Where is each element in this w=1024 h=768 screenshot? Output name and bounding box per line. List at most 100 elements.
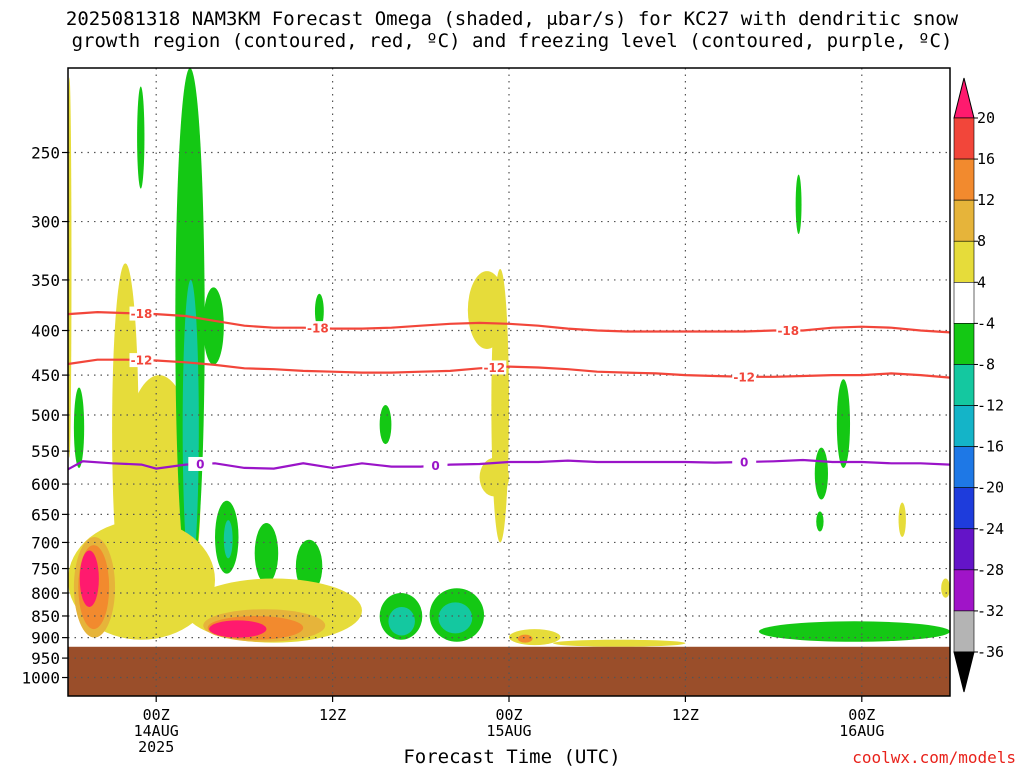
omega-region-13 — [379, 405, 392, 445]
colorbar-segment-7 — [953, 405, 975, 447]
colorbar-segment-3 — [953, 240, 975, 283]
colorbar-label-12: -32 — [977, 602, 1004, 620]
y-tick-label-800: 800 — [31, 584, 60, 603]
colorbar-top-arrow — [953, 77, 975, 119]
y-tick-label-850: 850 — [31, 607, 60, 626]
colorbar-segment-5 — [953, 323, 975, 365]
x-tick-label-36: 12Z — [672, 706, 699, 724]
omega-region-24 — [795, 174, 802, 234]
colorbar-label-2: 12 — [977, 191, 995, 209]
omega-region-11 — [295, 539, 323, 594]
omega-region-35 — [209, 620, 267, 638]
colorbar-segment-11 — [953, 569, 975, 612]
omega-region-23 — [816, 511, 824, 532]
omega-region-9 — [223, 520, 233, 559]
omega-region-21 — [836, 379, 851, 468]
contour-label-0: 0 — [740, 455, 748, 469]
colorbar-bottom-arrow — [953, 651, 975, 693]
contour-label--12: -12 — [733, 370, 755, 384]
colorbar-label-1: 16 — [977, 150, 995, 168]
contour-label--18: -18 — [777, 324, 799, 338]
omega-region-22 — [814, 447, 828, 500]
y-tick-label-550: 550 — [31, 442, 60, 461]
chart-title-line-1: 2025081318 NAM3KM Forecast Omega (shaded… — [65, 8, 959, 30]
contour-label-bg — [732, 369, 757, 384]
colorbar-label-9: -20 — [977, 479, 1004, 497]
y-tick-label-900: 900 — [31, 629, 60, 648]
x-axis-title: Forecast Time (UTC) — [403, 746, 621, 768]
omega-region-31 — [79, 550, 99, 607]
contour-label-bg — [423, 458, 448, 473]
x-tick-year-0: 2025 — [138, 738, 174, 756]
omega-region-12 — [314, 293, 324, 329]
x-tick-label-12: 12Z — [319, 706, 346, 724]
y-tick-label-1000: 1000 — [21, 669, 60, 688]
contour-label-bg — [482, 360, 507, 375]
contour-line--18 — [67, 310, 951, 334]
y-tick-label-750: 750 — [31, 560, 60, 579]
colorbar-segment-2 — [953, 199, 975, 242]
colorbar-segment-4 — [953, 282, 975, 324]
x-tick-date-0: 14AUG — [134, 722, 179, 740]
colorbar-segment-8 — [953, 446, 975, 488]
omega-region-25 — [898, 502, 906, 537]
x-tick-label-48: 00Z — [848, 706, 875, 724]
contour-label-0: 0 — [196, 457, 204, 471]
colorbar-segment-0 — [953, 117, 975, 160]
y-tick-label-300: 300 — [31, 213, 60, 232]
colorbar-label-11: -28 — [977, 561, 1004, 579]
colorbar-label-4: 4 — [977, 273, 986, 291]
x-tick-label-24: 00Z — [495, 706, 522, 724]
contour-label--18: -18 — [131, 307, 153, 321]
omega-region-4 — [137, 86, 145, 189]
omega-region-26 — [941, 578, 951, 598]
contour-label--12: -12 — [131, 354, 153, 368]
omega-region-7 — [203, 287, 224, 365]
colorbar-label-3: 8 — [977, 232, 986, 250]
omega-region-18 — [388, 606, 415, 636]
x-tick-date-48: 16AUG — [839, 722, 884, 740]
colorbar-segment-1 — [953, 158, 975, 201]
omega-region-38 — [553, 639, 686, 647]
contour-label-bg — [129, 353, 154, 368]
y-tick-label-700: 700 — [31, 533, 60, 552]
colorbar-label-6: -8 — [977, 355, 995, 373]
y-tick-label-250: 250 — [31, 144, 60, 163]
colorbar-segment-6 — [953, 364, 975, 406]
chart-title-line-2: growth region (contoured, red, ºC) and f… — [71, 30, 953, 52]
contour-label-bg — [305, 321, 330, 336]
contour-line--12 — [67, 358, 951, 379]
colorbar-label-7: -12 — [977, 397, 1004, 415]
x-tick-label-0: 00Z — [143, 706, 170, 724]
contour-layer: -18 -18 -18 -12 -12 -12 0 0 0 — [67, 306, 951, 473]
credit-link[interactable]: coolwx.com/models — [852, 748, 1016, 767]
omega-region-20 — [438, 602, 473, 634]
y-tick-label-500: 500 — [31, 406, 60, 425]
colorbar-segment-10 — [953, 528, 975, 571]
contour-label-bg — [188, 456, 213, 471]
colorbar: 20 16 12 8 4 -4 -8 -12 -16 -20 -24 -28 -32 -36 — [953, 77, 1004, 693]
contour-label-bg — [129, 306, 154, 321]
omega-region-6 — [182, 279, 199, 574]
y-tick-label-450: 450 — [31, 366, 60, 385]
contour-label--18: -18 — [307, 322, 329, 336]
colorbar-label-5: -4 — [977, 314, 995, 332]
y-tick-label-600: 600 — [31, 475, 60, 494]
ground-fill — [68, 646, 950, 696]
y-tick-label-350: 350 — [31, 271, 60, 290]
omega-region-37 — [517, 634, 533, 643]
omega-region-27 — [758, 621, 950, 642]
y-tick-label-950: 950 — [31, 649, 60, 668]
y-tick-label-400: 400 — [31, 322, 60, 341]
omega-region-3 — [73, 387, 85, 468]
omega-region-15 — [491, 268, 509, 543]
omega-region-10 — [254, 523, 279, 584]
colorbar-segment-12 — [953, 610, 975, 653]
contour-label-0: 0 — [431, 459, 439, 473]
x-tick-date-24: 15AUG — [486, 722, 531, 740]
colorbar-label-10: -24 — [977, 520, 1004, 538]
omega-shading-layer — [67, 68, 951, 647]
colorbar-segment-9 — [953, 487, 975, 530]
